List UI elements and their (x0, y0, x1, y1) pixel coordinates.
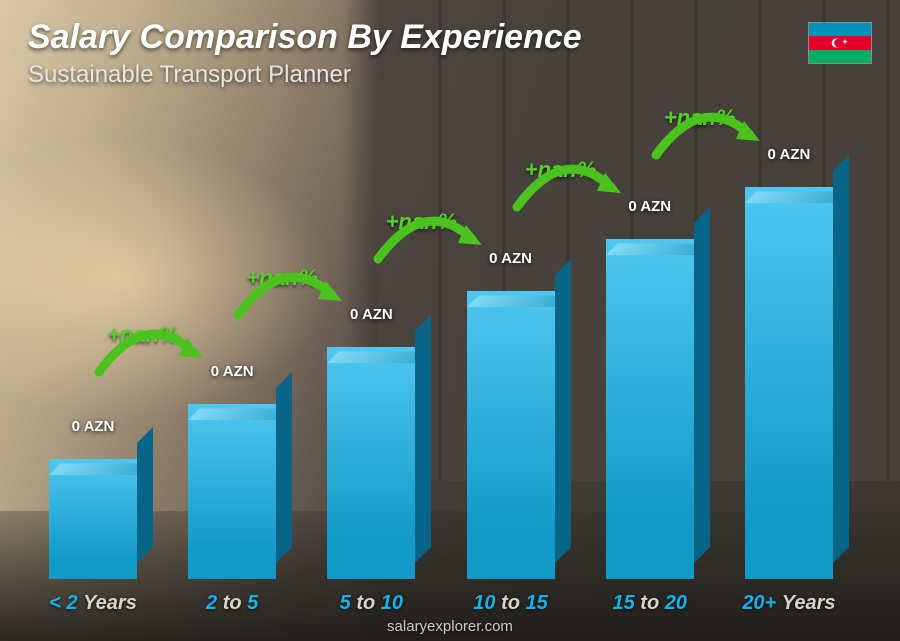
bar-side (276, 372, 292, 563)
bar-value-label: 0 AZN (719, 146, 859, 163)
bar (49, 459, 137, 579)
category-axis: < 2 Years 2 to 5 5 to 10 10 to 15 15 to 20 20… (38, 592, 844, 615)
bar-value-label: 0 AZN (580, 198, 720, 215)
bar (606, 239, 694, 579)
bar-front (467, 291, 555, 579)
footer-source: salaryexplorer.com (0, 618, 900, 635)
category-label: 20+ Years (734, 592, 844, 615)
bar-top (745, 191, 845, 203)
bar-top (606, 243, 706, 255)
bar-slot: 0 AZN+nan% (177, 404, 287, 579)
page-subtitle: Sustainable Transport Planner (28, 61, 872, 89)
bar-slot: 0 AZN+nan% (595, 239, 705, 579)
category-label: 15 to 20 (595, 592, 705, 615)
bar-side (555, 259, 571, 563)
bar-front (745, 187, 833, 579)
pct-increase-label: +nan% (246, 265, 318, 291)
bar-front (188, 404, 276, 579)
flag-emblem: ✦ (832, 38, 849, 47)
bar-side (694, 207, 710, 563)
flag-stripe-bottom (809, 50, 871, 63)
crescent-icon (832, 38, 841, 47)
bar (467, 291, 555, 579)
bar-side (415, 315, 431, 563)
page-title: Salary Comparison By Experience (28, 18, 872, 57)
bar-value-label: 0 AZN (441, 250, 581, 267)
pct-increase-label: +nan% (664, 105, 736, 131)
bar-chart: 0 AZN0 AZN+nan%0 AZN+nan%0 AZN+nan%0 AZN… (38, 140, 844, 579)
bar-side (137, 427, 153, 563)
flag-stripe-top (809, 23, 871, 36)
category-label: < 2 Years (38, 592, 148, 615)
bar-top (327, 351, 427, 363)
category-label: 2 to 5 (177, 592, 287, 615)
bar-slot: 0 AZN+nan% (734, 187, 844, 579)
pct-increase-label: +nan% (386, 209, 458, 235)
category-label: 5 to 10 (316, 592, 426, 615)
bar-side (833, 155, 849, 563)
bar (188, 404, 276, 579)
bar (327, 347, 415, 579)
bar-slot: 0 AZN+nan% (456, 291, 566, 579)
bar-top (49, 463, 149, 475)
flag-stripe-middle: ✦ (809, 36, 871, 49)
bar-front (606, 239, 694, 579)
bar-value-label: 0 AZN (23, 418, 163, 435)
bar-front (327, 347, 415, 579)
category-label: 10 to 15 (456, 592, 566, 615)
bar-top (467, 295, 567, 307)
bar-front (49, 459, 137, 579)
bar-top (188, 408, 288, 420)
star-icon: ✦ (842, 39, 849, 47)
header: Salary Comparison By Experience Sustaina… (28, 18, 872, 89)
bar-slot: 0 AZN+nan% (316, 347, 426, 579)
bar-slot: 0 AZN (38, 459, 148, 579)
pct-increase-label: +nan% (525, 157, 597, 183)
bar (745, 187, 833, 579)
bar-value-label: 0 AZN (162, 363, 302, 380)
bar-value-label: 0 AZN (301, 306, 441, 323)
flag-azerbaijan: ✦ (808, 22, 872, 64)
pct-increase-label: +nan% (107, 322, 179, 348)
